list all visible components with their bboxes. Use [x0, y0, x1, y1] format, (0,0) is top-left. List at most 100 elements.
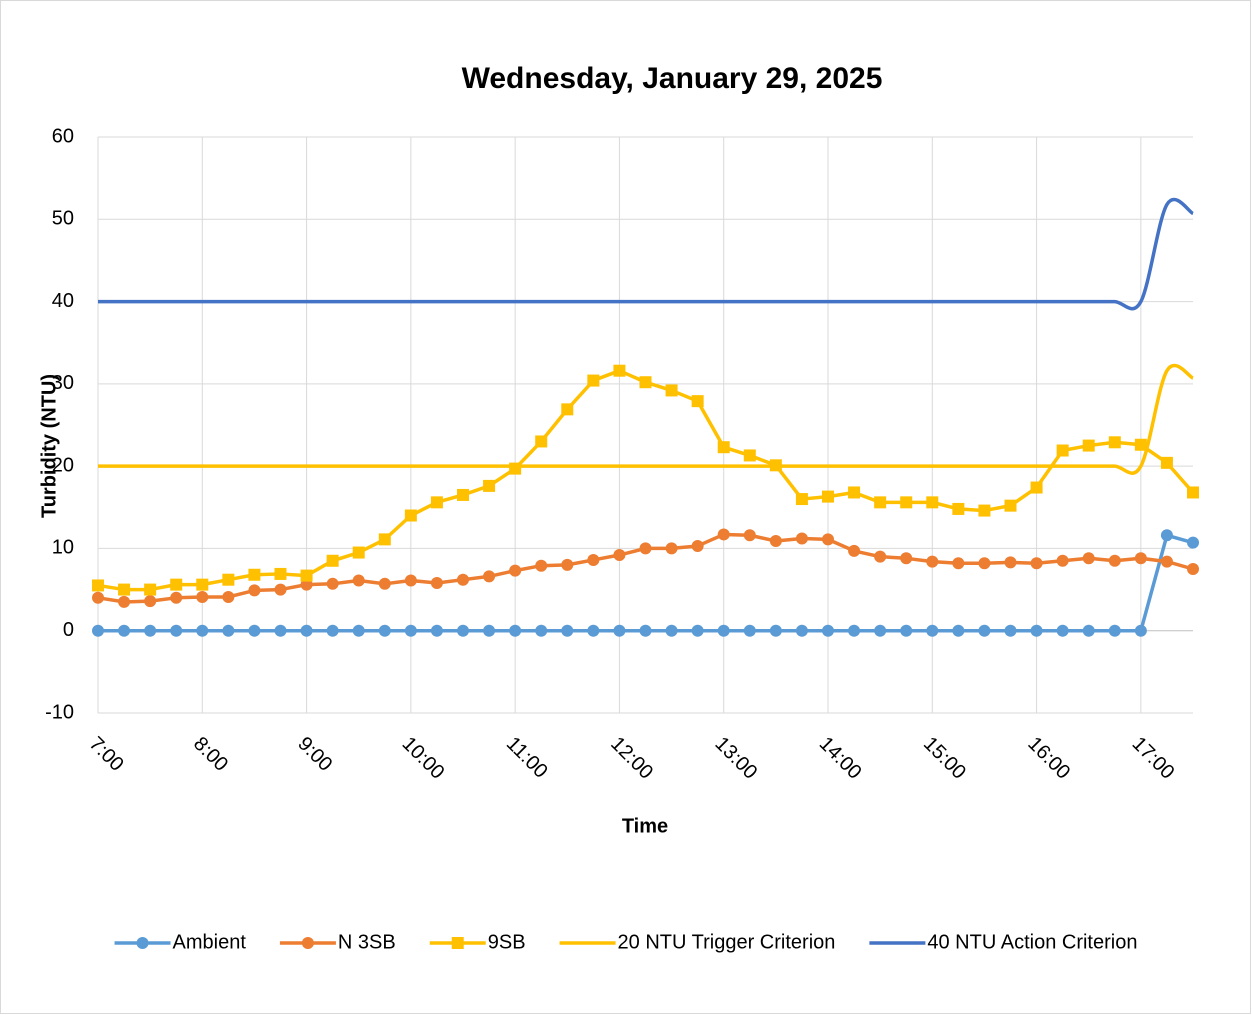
legend-marker [136, 937, 149, 949]
series-line [98, 197, 1194, 311]
point [118, 583, 131, 596]
point [1187, 486, 1199, 499]
y-tick-label: 10 [52, 537, 74, 559]
point [404, 624, 417, 637]
point [743, 529, 756, 542]
point [509, 462, 522, 475]
point [1108, 624, 1121, 637]
series-line [98, 363, 1194, 475]
point [952, 502, 965, 515]
point [1030, 624, 1043, 637]
point [1004, 624, 1017, 637]
point [978, 504, 991, 517]
point [717, 441, 730, 454]
point [300, 569, 313, 582]
point [1160, 529, 1173, 542]
point [144, 583, 157, 596]
point [561, 403, 574, 416]
point [404, 509, 417, 522]
point [717, 624, 730, 637]
point [92, 591, 104, 604]
point [561, 558, 574, 571]
point [822, 624, 834, 637]
point [665, 384, 678, 397]
point [430, 624, 443, 637]
legend-label: 20 NTU Trigger Criterion [618, 931, 836, 953]
point [457, 573, 469, 586]
point [1004, 556, 1017, 569]
point [326, 554, 339, 567]
y-tick-label: 20 [52, 454, 74, 476]
point [248, 568, 261, 581]
point [118, 595, 131, 608]
point [900, 496, 913, 509]
legend-item: 20 NTU Trigger Criterion [559, 931, 836, 953]
point [691, 539, 704, 552]
point [92, 624, 104, 637]
point [639, 542, 652, 555]
legend: Ambient N 3SB 9SB 20 NTU Trigger Criterion 4… [114, 931, 1137, 953]
y-tick-label: 30 [52, 372, 74, 394]
point [1108, 436, 1121, 449]
point [222, 624, 235, 637]
point [300, 624, 313, 637]
legend-label: Ambient [173, 931, 247, 953]
point [196, 590, 209, 603]
point [274, 567, 287, 580]
point [743, 449, 756, 462]
point [352, 624, 365, 637]
point [509, 564, 522, 577]
point [587, 553, 600, 566]
point [691, 395, 704, 408]
legend-marker [301, 937, 314, 949]
x-axis-label: Time [622, 815, 668, 837]
y-axis-label: Turbidity (NTU) [38, 374, 60, 518]
point [457, 488, 469, 501]
point [1082, 552, 1095, 565]
point [743, 624, 756, 637]
point [769, 624, 782, 637]
point [1187, 536, 1199, 549]
point [170, 624, 183, 637]
point [483, 624, 496, 637]
point [1082, 439, 1095, 452]
legend-item: Ambient [114, 931, 247, 953]
y-tick-label: 40 [52, 290, 74, 312]
point [248, 624, 261, 637]
point [874, 624, 887, 637]
point [222, 573, 235, 586]
point [613, 549, 626, 562]
point [170, 591, 183, 604]
point [900, 624, 913, 637]
legend-item: 9SB [429, 931, 526, 953]
point [274, 624, 287, 637]
point [1056, 444, 1069, 457]
point [430, 496, 443, 509]
point [1082, 624, 1095, 637]
point [1160, 456, 1173, 469]
point [613, 624, 626, 637]
point [691, 624, 704, 637]
point [613, 364, 626, 377]
point [717, 528, 730, 541]
point [848, 624, 861, 637]
point [483, 479, 496, 492]
y-tick-label: 50 [52, 208, 74, 230]
point [665, 542, 678, 555]
point [1134, 438, 1147, 451]
point [144, 624, 157, 637]
point [848, 544, 861, 557]
point [196, 624, 209, 637]
point [926, 624, 939, 637]
point [483, 570, 496, 583]
point [1134, 552, 1147, 565]
point [1134, 624, 1147, 637]
legend-item: N 3SB [279, 931, 396, 953]
point [561, 624, 574, 637]
point [300, 578, 313, 591]
point [352, 574, 365, 587]
legend-label: 9SB [488, 931, 526, 953]
point [378, 577, 391, 590]
point [952, 557, 965, 570]
